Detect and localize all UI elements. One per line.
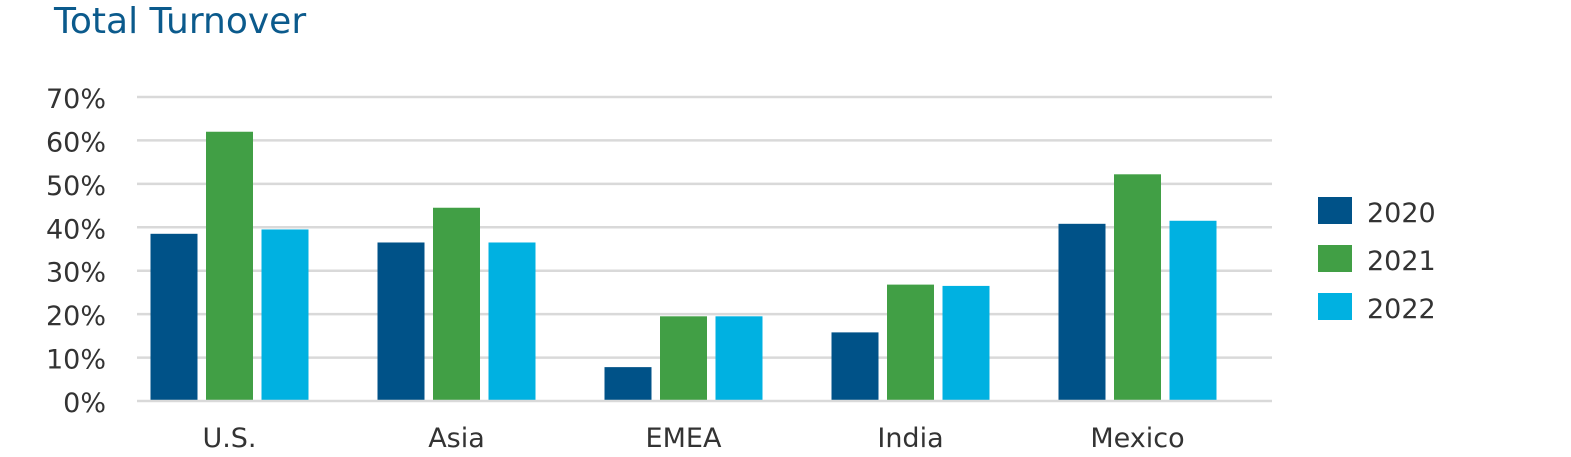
legend-swatch-2021 [1318,245,1352,272]
bar-2022-mexico [1169,220,1217,401]
y-tick-label: 0% [63,388,106,419]
bar-2020-mexico [1058,223,1106,401]
y-axis-ticks: 0% 10% 20% 30% 40% 50% 60% 70% [46,84,106,419]
y-tick-label: 50% [46,171,106,202]
bar-2021-us [206,131,253,401]
bar-2020-india [831,332,879,401]
x-tick-label: EMEA [646,423,722,454]
bar-2020-emea [604,367,652,401]
bar-2021-india [887,284,934,401]
bar-2020-us [150,233,198,401]
bars [150,131,1217,401]
chart-title: Total Turnover [54,1,307,42]
legend-label: 2020 [1367,198,1436,229]
legend-swatch-2022 [1318,293,1352,320]
bar-2020-asia [377,242,425,401]
legend: 2020 2021 2022 [1318,197,1436,325]
x-tick-label: Mexico [1090,423,1184,454]
gridlines [137,95,1272,359]
y-tick-label: 20% [46,301,106,332]
x-axis-ticks: U.S. Asia EMEA India Mexico [202,423,1184,454]
y-tick-label: 30% [46,258,106,289]
legend-swatch-2020 [1318,197,1352,224]
x-tick-label: India [877,423,943,454]
y-tick-label: 70% [46,84,106,115]
bar-2021-emea [660,316,707,401]
x-tick-label: Asia [428,423,485,454]
bar-2021-mexico [1114,174,1161,401]
legend-label: 2022 [1367,294,1436,325]
bar-2022-emea [715,316,763,401]
y-tick-label: 60% [46,127,106,158]
bar-2022-us [261,229,309,401]
y-tick-label: 40% [46,214,106,245]
y-tick-label: 10% [46,345,106,376]
bar-2022-asia [488,242,536,401]
legend-label: 2021 [1367,246,1436,277]
bar-2022-india [942,285,990,401]
x-tick-label: U.S. [202,423,256,454]
bar-2021-asia [433,207,480,401]
